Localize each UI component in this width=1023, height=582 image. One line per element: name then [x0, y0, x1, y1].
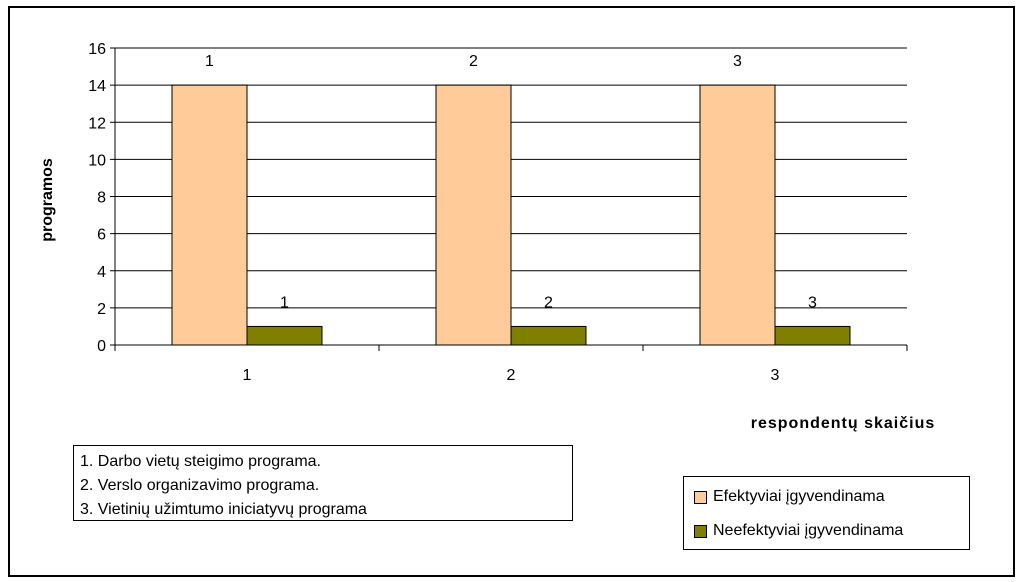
data-label: 1: [280, 294, 289, 311]
data-label: 1: [205, 53, 214, 70]
note-item: 1. Darbo vietų steigimo programa.: [80, 453, 321, 470]
program-notes: 1. Darbo vietų steigimo programa. 2. Ver…: [73, 445, 573, 521]
data-label: 3: [733, 53, 742, 70]
y-tick-label: 10: [88, 152, 106, 169]
bar-efektyviai: [435, 84, 512, 346]
legend-label: Efektyviai įgyvendinama: [713, 488, 885, 505]
y-tick-label: 6: [97, 227, 106, 244]
y-tick-label: 4: [97, 264, 106, 281]
bar-neefektyviai: [774, 325, 851, 346]
note-item: 2. Verslo organizavimo programa.: [80, 477, 320, 494]
legend-swatch: [694, 524, 707, 538]
y-tick-label: 8: [97, 190, 106, 207]
y-axis-title: programos: [39, 158, 56, 242]
bar-efektyviai: [699, 84, 776, 346]
legend-item-efektyviai: Efektyviai įgyvendinama: [694, 484, 969, 510]
legend-label: Neefektyviai įgyvendinama: [713, 522, 904, 539]
data-label: 2: [544, 294, 553, 311]
legend-swatch: [694, 490, 707, 504]
y-tick-label: 0: [97, 338, 106, 355]
data-label: 3: [808, 294, 817, 311]
y-tick-label: 2: [97, 301, 106, 318]
bar-efektyviai: [171, 84, 248, 346]
axes: [110, 47, 908, 351]
x-axis-title: respondentų skaičius: [751, 415, 936, 432]
x-tick-label: 2: [507, 367, 516, 384]
x-tick-label: 1: [243, 367, 252, 384]
note-item: 3. Vietinių užimtumo iniciatyvų programa: [80, 501, 367, 518]
y-tick-label: 16: [88, 41, 106, 58]
bar-neefektyviai: [246, 325, 323, 346]
bars: [171, 84, 851, 346]
x-tick-label: 3: [771, 367, 780, 384]
data-label: 2: [469, 53, 478, 70]
legend: Efektyviai įgyvendinama Neefektyviai įgy…: [683, 476, 970, 550]
bar-neefektyviai: [510, 325, 587, 346]
y-tick-label: 14: [88, 78, 106, 95]
legend-item-neefektyviai: Neefektyviai įgyvendinama: [694, 518, 969, 544]
y-tick-label: 12: [88, 115, 106, 132]
